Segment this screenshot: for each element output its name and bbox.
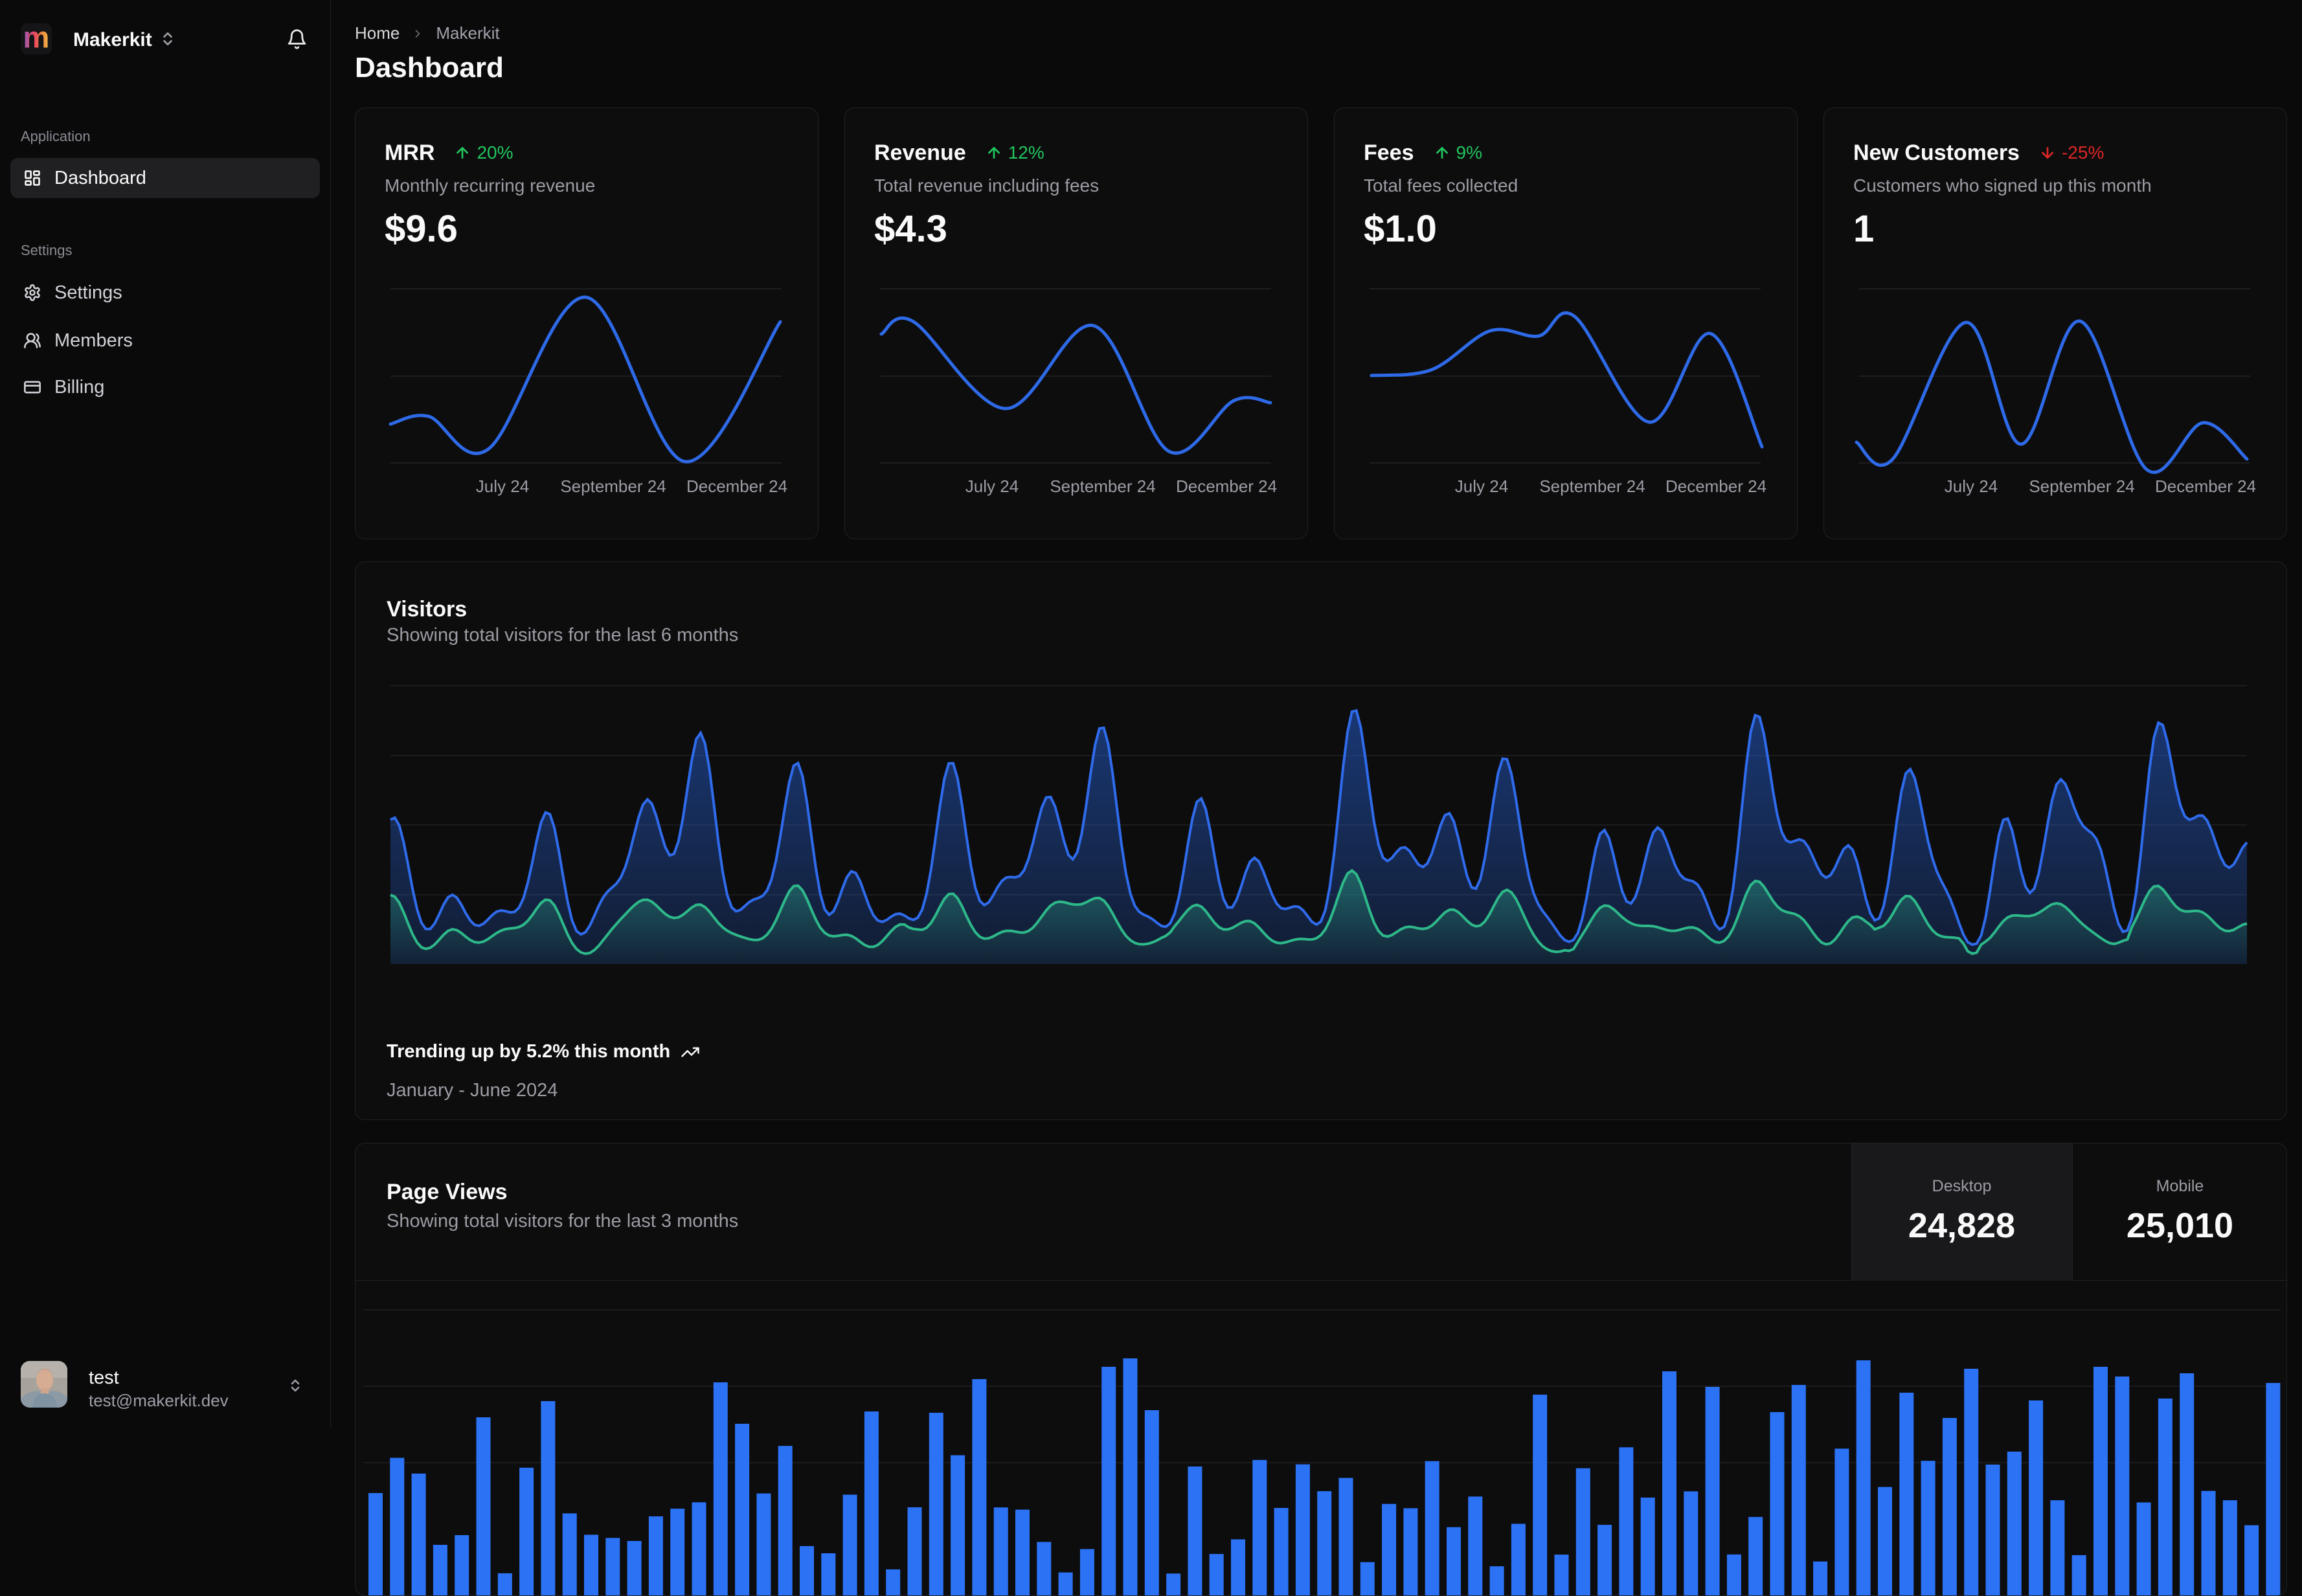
svg-text:July 24: July 24: [965, 477, 1019, 496]
svg-text:m: m: [23, 23, 50, 54]
svg-text:December 24: December 24: [1665, 477, 1766, 496]
svg-text:September 24: September 24: [1539, 477, 1645, 496]
svg-text:December 24: December 24: [2155, 477, 2256, 496]
svg-text:September 24: September 24: [560, 477, 666, 496]
svg-text:July 24: July 24: [1945, 477, 1998, 496]
svg-text:July 24: July 24: [476, 477, 529, 496]
svg-text:December 24: December 24: [686, 477, 787, 496]
svg-text:July 24: July 24: [1455, 477, 1508, 496]
svg-text:September 24: September 24: [1050, 477, 1155, 496]
svg-text:December 24: December 24: [1176, 477, 1277, 496]
svg-text:September 24: September 24: [2029, 477, 2134, 496]
